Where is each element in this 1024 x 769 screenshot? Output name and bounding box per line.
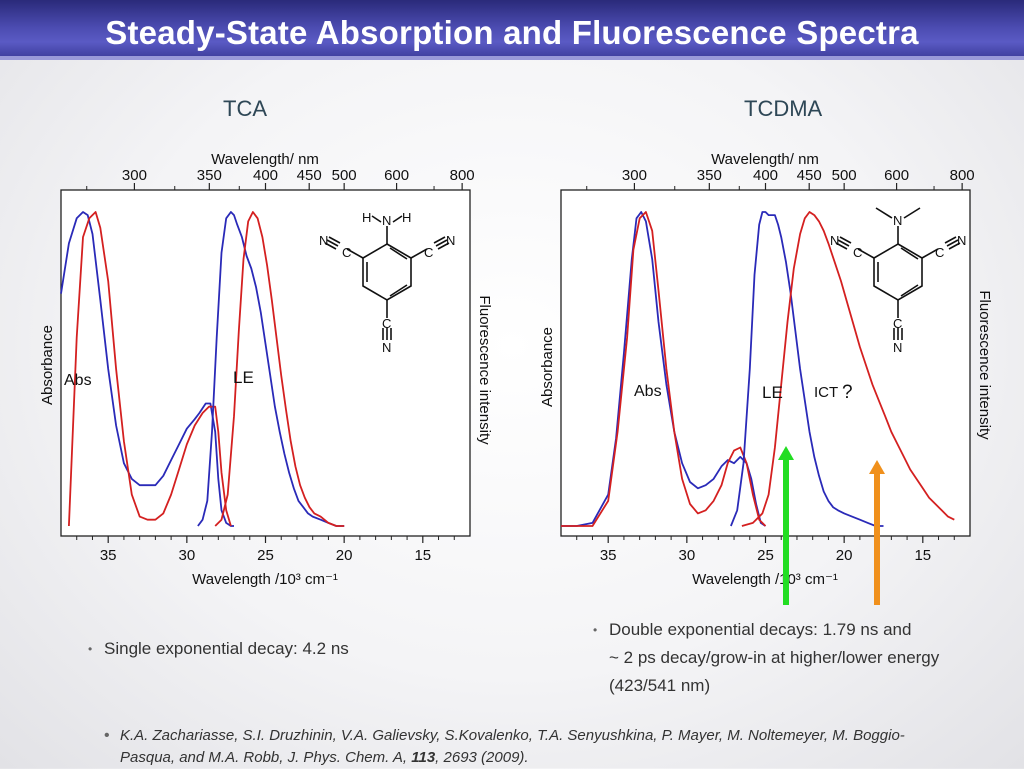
top-tick-label: 300 — [122, 167, 147, 184]
bottom-tick-label: 30 — [179, 547, 196, 564]
atom-n: N — [893, 340, 902, 355]
left-axis-label-tcdma: Absorbance — [539, 327, 556, 407]
bottom-tick-label: 20 — [836, 547, 853, 564]
atom-n: N — [446, 233, 455, 248]
curves-tcdma — [561, 211, 955, 527]
bottom-axis-label-tca: Wavelength /10³ cm⁻¹ — [192, 571, 338, 588]
series-line-abs-red — [68, 211, 232, 527]
green-arrow — [778, 446, 794, 605]
bullet-tcdma-line2: ~ 2 ps decay/grow-in at higher/lower ene… — [609, 648, 940, 667]
top-tick-label: 500 — [332, 167, 357, 184]
atom-h: H — [362, 210, 371, 225]
molecule-tca-labels: N H H C N C N C N — [319, 210, 455, 355]
top-ticks-tca: 300 350 400 450 500 600 800 — [86, 167, 475, 190]
atom-n: N — [382, 340, 391, 355]
chart-tca: 35 30 25 20 15 300 350 400 450 500 600 800 Wavelen… — [39, 151, 493, 588]
series-line-le-blue — [730, 211, 884, 527]
top-tick-label: 500 — [832, 167, 857, 184]
bottom-tick-label: 20 — [336, 547, 353, 564]
series-line-abs-red — [561, 211, 767, 527]
atom-n: N — [830, 233, 839, 248]
top-axis-label-tca: Wavelength/ nm — [211, 151, 319, 168]
top-tick-label: 800 — [450, 167, 475, 184]
atom-c: C — [893, 316, 902, 331]
top-tick-label: 450 — [297, 167, 322, 184]
top-tick-label: 400 — [753, 167, 778, 184]
bullet-tcdma: • Double exponential decays: 1.79 ns and… — [593, 616, 940, 700]
atom-c: C — [853, 245, 862, 260]
reference-pages: , 2693 (2009). — [435, 749, 529, 766]
top-tick-label: 350 — [197, 167, 222, 184]
bullet-dot: • — [88, 642, 93, 656]
top-ticks-tcdma: 300 350 400 450 500 600 800 — [586, 167, 975, 190]
bottom-tick-label: 25 — [257, 547, 274, 564]
molecule-tca — [324, 215, 450, 340]
reference: • K.A. Zachariasse, S.I. Druzhinin, V.A.… — [104, 725, 920, 769]
bullet-dot: • — [593, 623, 598, 637]
orange-arrow — [869, 460, 885, 605]
bullet-tcdma-line1: Double exponential decays: 1.79 ns and — [609, 620, 912, 639]
right-axis-label-tcdma: Fluorescence intensity — [976, 290, 993, 440]
bottom-tick-label: 15 — [414, 547, 431, 564]
panel-label-tcdma: TCDMA — [744, 96, 823, 121]
curves-tca — [60, 211, 345, 527]
panel-label-tca: TCA — [223, 96, 267, 121]
series-line-ict-red — [741, 211, 955, 527]
top-tick-label: 450 — [797, 167, 822, 184]
annotation-abs-tca: Abs — [64, 372, 92, 389]
bottom-axis-label-tcdma: Wavelength /10³ cm⁻¹ — [692, 571, 838, 588]
atom-n: N — [893, 213, 902, 228]
top-tick-label: 600 — [884, 167, 909, 184]
annotation-question-tcdma: ? — [842, 382, 853, 403]
annotation-le-tca: LE — [233, 368, 254, 387]
series-line-le-blue — [197, 211, 345, 527]
reference-authors: K.A. Zachariasse, S.I. Druzhinin, V.A. G… — [120, 727, 905, 766]
top-axis-label-tcdma: Wavelength/ nm — [711, 151, 819, 168]
atom-h: H — [402, 210, 411, 225]
bottom-tick-label: 35 — [100, 547, 117, 564]
atom-n: N — [319, 233, 328, 248]
annotation-abs-tcdma: Abs — [634, 383, 662, 400]
bottom-ticks-tcdma: 35 30 25 20 15 — [576, 536, 955, 564]
bullet-tcdma-line3: (423/541 nm) — [609, 676, 711, 695]
annotation-ict-tcdma: ICT — [814, 384, 838, 401]
top-tick-label: 400 — [253, 167, 278, 184]
top-tick-label: 300 — [622, 167, 647, 184]
atom-c: C — [342, 245, 351, 260]
top-tick-label: 350 — [697, 167, 722, 184]
molecule-tcdma — [835, 207, 961, 340]
atom-n: N — [957, 233, 966, 248]
annotation-le-tcdma: LE — [762, 383, 783, 402]
left-axis-label-tca: Absorbance — [39, 325, 56, 405]
atom-c: C — [382, 316, 391, 331]
bullet-tca-text: Single exponential decay: 4.2 ns — [104, 639, 349, 658]
right-axis-label-tca: Fluorescence intensity — [476, 295, 493, 445]
bullet-tca: • Single exponential decay: 4.2 ns — [88, 635, 349, 663]
bottom-tick-label: 15 — [914, 547, 931, 564]
top-tick-label: 600 — [384, 167, 409, 184]
bottom-tick-label: 25 — [757, 547, 774, 564]
top-tick-label: 800 — [950, 167, 975, 184]
chart-tcdma: 35 30 25 20 15 300 350 400 450 500 600 800 Wavelen… — [539, 151, 993, 605]
reference-volume: 113 — [411, 749, 436, 766]
slide-title: Steady-State Absorption and Fluorescence… — [105, 14, 919, 51]
series-line-le-red — [214, 211, 345, 527]
plot-frame-tca — [60, 189, 471, 537]
atom-n: N — [382, 213, 391, 228]
bottom-tick-label: 30 — [679, 547, 696, 564]
series-line-abs-blue — [60, 211, 234, 527]
bottom-tick-label: 35 — [600, 547, 617, 564]
atom-c: C — [935, 245, 944, 260]
title-bar: Steady-State Absorption and Fluorescence… — [0, 0, 1024, 60]
molecule-tcdma-labels: N C N C N C N — [830, 213, 966, 355]
atom-c: C — [424, 245, 433, 260]
bottom-ticks-tca: 35 30 25 20 15 — [76, 536, 455, 564]
bullet-dot: • — [104, 727, 110, 744]
